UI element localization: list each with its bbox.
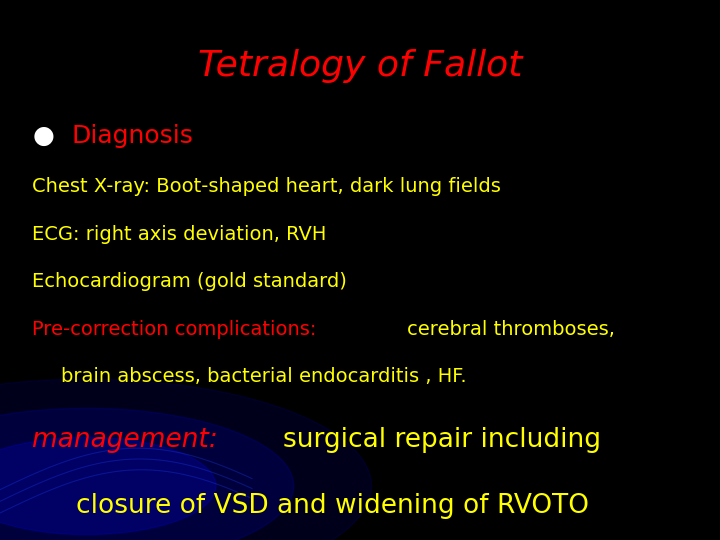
- Polygon shape: [0, 379, 372, 540]
- Text: cerebral thromboses,: cerebral thromboses,: [408, 320, 616, 339]
- Text: Diagnosis: Diagnosis: [72, 124, 194, 148]
- Text: closure of VSD and widening of RVOTO: closure of VSD and widening of RVOTO: [76, 493, 589, 519]
- Polygon shape: [0, 408, 294, 540]
- Text: brain abscess, bacterial endocarditis , HF.: brain abscess, bacterial endocarditis , …: [61, 367, 467, 386]
- Polygon shape: [0, 437, 216, 535]
- Text: ●: ●: [32, 124, 54, 148]
- Text: Chest X-ray: Boot-shaped heart, dark lung fields: Chest X-ray: Boot-shaped heart, dark lun…: [32, 177, 501, 196]
- Text: Echocardiogram (gold standard): Echocardiogram (gold standard): [32, 272, 347, 291]
- Text: surgical repair including: surgical repair including: [283, 427, 601, 453]
- Text: Pre-correction complications:: Pre-correction complications:: [32, 320, 323, 339]
- Text: management:: management:: [32, 427, 227, 453]
- Text: ECG: right axis deviation, RVH: ECG: right axis deviation, RVH: [32, 225, 327, 244]
- Text: Tetralogy of Fallot: Tetralogy of Fallot: [198, 49, 522, 83]
